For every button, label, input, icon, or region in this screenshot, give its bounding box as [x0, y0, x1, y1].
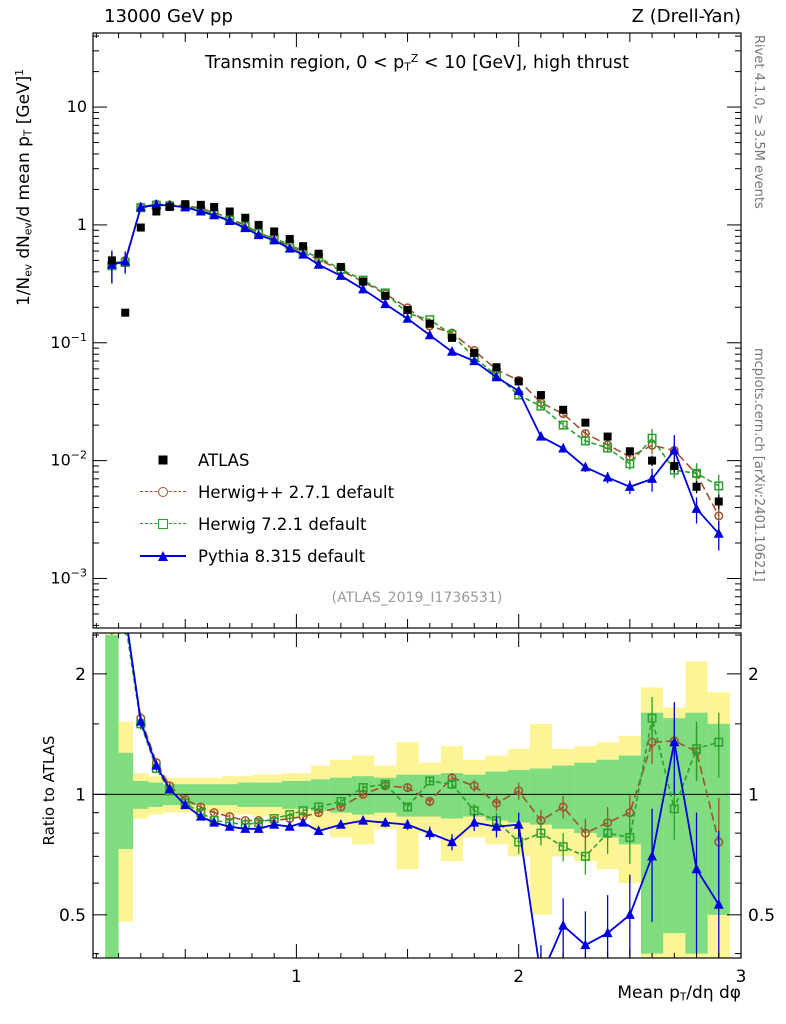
mcplots-caption: mcplots.cern.ch [arXiv:2401.10621]: [751, 348, 766, 582]
legend-item-atlas: ATLAS: [140, 444, 394, 476]
series-atlas: [107, 200, 723, 510]
svg-text:2: 2: [748, 665, 759, 685]
svg-text:2: 2: [75, 665, 86, 685]
svg-text:10: 10: [67, 97, 87, 116]
legend-label-herwigpp: Herwig++ 2.7.1 default: [198, 482, 395, 502]
legend-label-atlas: ATLAS: [198, 450, 250, 470]
legend-item-pythia: Pythia 8.315 default: [140, 540, 394, 572]
process-label: Z (Drell-Yan): [631, 6, 741, 27]
svg-text:2: 2: [513, 967, 524, 987]
series-pythia-8-315-default-ratio: [127, 633, 724, 958]
svg-text:1: 1: [291, 967, 302, 987]
svg-text:0.5: 0.5: [748, 906, 775, 926]
svg-text:1: 1: [748, 785, 759, 805]
svg-text:3: 3: [736, 967, 747, 987]
rivet-version-caption: Rivet 4.1.0, ≥ 3.5M events: [751, 35, 766, 209]
atlas-marker-icon: [140, 450, 186, 470]
svg-text:10−3: 10−3: [50, 566, 87, 587]
legend-item-herwigpp: Herwig++ 2.7.1 default: [140, 476, 394, 508]
axes-frame: 1 2 3 10 1 10−1 10−2 10−3 0.5 0.5 1 1 2 2: [50, 32, 775, 987]
legend: ATLAS Herwig++ 2.7.1 default Herwig 7.2.…: [140, 444, 394, 572]
legend-label-pythia: Pythia 8.315 default: [198, 546, 366, 566]
svg-text:0.5: 0.5: [59, 906, 86, 926]
svg-text:1: 1: [75, 785, 86, 805]
legend-item-herwig7: Herwig 7.2.1 default: [140, 508, 394, 540]
herwig7-marker-icon: [140, 514, 186, 534]
legend-label-herwig7: Herwig 7.2.1 default: [198, 514, 367, 534]
svg-text:1: 1: [77, 215, 87, 234]
svg-text:10−1: 10−1: [50, 331, 87, 352]
series-herwig-7-2-1-default-ratio: [111, 633, 724, 875]
svg-text:10−2: 10−2: [50, 449, 87, 470]
ratio-axis-title: Ratio to ATLAS: [40, 735, 58, 846]
y-axis-title: 1/Nev dNev/d mean pT [GeV]1: [14, 68, 35, 307]
plot-title: Transmin region, 0 < pTZ < 10 [GeV], hig…: [204, 52, 629, 74]
beam-energy-label: 13000 GeV pp: [104, 6, 233, 27]
x-axis-title: Mean pT/dη dφ: [617, 983, 741, 1004]
herwigpp-marker-icon: [140, 482, 186, 502]
pythia-marker-icon: [140, 546, 186, 566]
analysis-id-watermark: (ATLAS_2019_I1736531): [331, 590, 503, 606]
ratio-uncertainty-bands: [105, 633, 730, 958]
